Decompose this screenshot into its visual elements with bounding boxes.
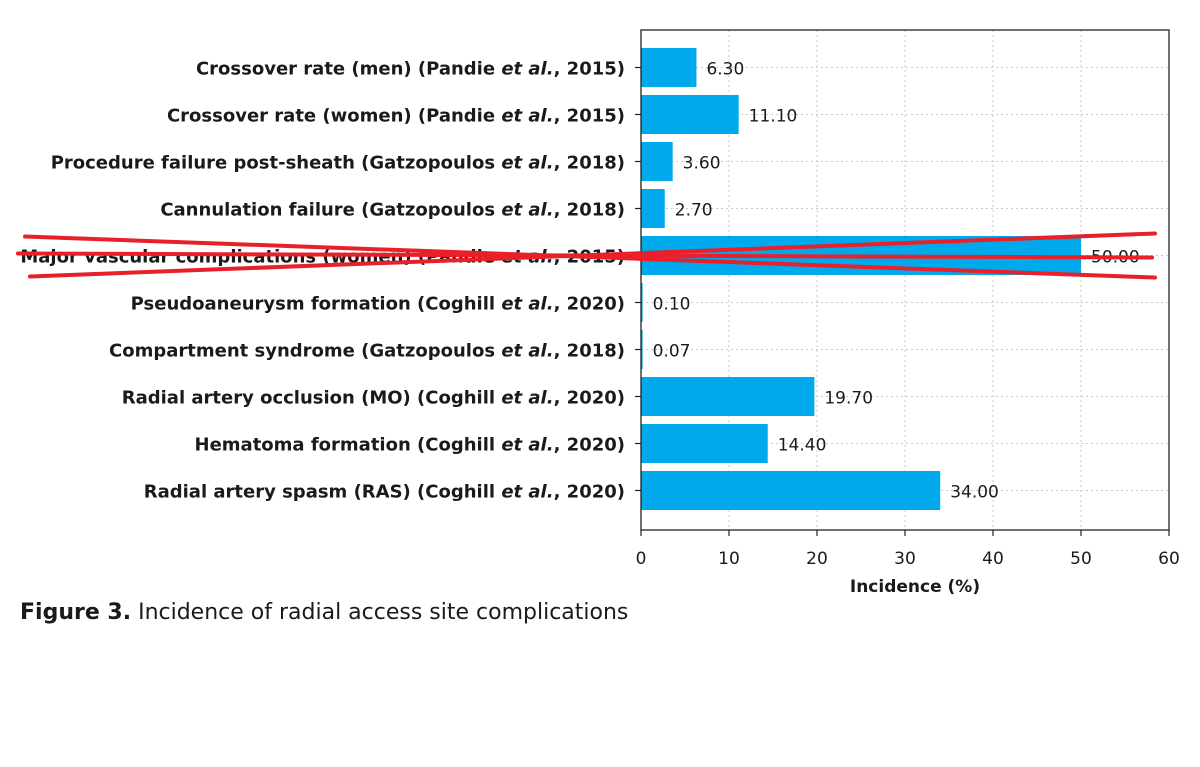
value-label: 14.40 [778,436,827,456]
category-label-italic: et al. [501,341,553,362]
category-label-italic: et al. [501,153,553,174]
value-label: 34.00 [950,483,999,503]
category-label-italic: et al. [501,388,553,409]
category-label-main: Radial artery occlusion (MO) (Coghill [122,388,502,409]
value-label: 6.30 [706,60,744,80]
category-label-italic: et al. [501,482,553,503]
bar [641,424,768,463]
category-label-tail: , 2018) [554,341,625,362]
category-label-tail: , 2018) [554,153,625,174]
x-tick-label: 40 [982,549,1004,569]
category-label-main: Crossover rate (men) (Pandie [196,59,501,80]
category-label: Radial artery spasm (RAS) (Coghill et al… [144,482,625,503]
bar-chart: 0 10 20 30 40 50 60 Crossover rate (men) (Pand… [16,29,1180,597]
category-label-italic: et al. [501,59,553,80]
x-tick-label: 60 [1158,549,1180,569]
bar [641,48,697,87]
category-label-tail: , 2015) [554,59,625,80]
category-label-main: Compartment syndrome (Gatzopoulos [109,341,501,362]
bar [641,95,739,134]
x-tick-label: 20 [806,549,828,569]
category-label: Compartment syndrome (Gatzopoulos et al.… [109,341,625,362]
category-label: Crossover rate (men) (Pandie et al., 201… [196,59,625,80]
category-label-main: Crossover rate (women) (Pandie [167,106,501,127]
x-tick-label: 50 [1070,549,1092,569]
x-tick-label: 10 [718,549,740,569]
x-axis-title: Incidence (%) [850,577,980,597]
x-tick-label: 30 [894,549,916,569]
category-label-main: Pseudoaneurysm formation (Coghill [131,294,502,315]
x-tick-label: 0 [636,549,647,569]
category-label: Pseudoaneurysm formation (Coghill et al.… [131,294,625,315]
bar [641,330,643,369]
category-label-italic: et al. [501,435,553,456]
category-label-tail: , 2018) [554,200,625,221]
category-label-main: Radial artery spasm (RAS) (Coghill [144,482,502,503]
category-label-tail: , 2020) [554,388,625,409]
figure-caption: Figure 3. Incidence of radial access sit… [20,600,628,625]
value-label: 0.10 [653,295,691,315]
x-axis-ticks: 0 10 20 30 40 50 60 [635,66,1180,569]
category-label-main: Cannulation failure (Gatzopoulos [160,200,501,221]
strikethrough-mark [16,231,1157,280]
value-label: 3.60 [683,154,721,174]
category-label-tail: , 2020) [554,482,625,503]
category-label-italic: et al. [501,106,553,127]
category-label: Hematoma formation (Coghill et al., 2020… [195,435,625,456]
value-label: 19.70 [824,389,873,409]
bar [641,142,673,181]
category-label: Radial artery occlusion (MO) (Coghill et… [122,388,625,409]
category-label-main: Hematoma formation (Coghill [195,435,502,456]
bar [641,189,665,228]
category-label-italic: et al. [501,200,553,221]
value-label: 0.07 [653,342,691,362]
strike-line [16,251,1154,260]
category-label-tail: , 2020) [554,435,625,456]
category-label: Cannulation failure (Gatzopoulos et al.,… [160,200,625,221]
figure-number: Figure 3. [20,600,132,625]
category-label-tail: , 2020) [554,294,625,315]
category-label-tail: , 2015) [554,106,625,127]
value-labels: 6.3011.103.602.7050.000.100.0719.7014.40… [653,60,1140,503]
caption-text: Incidence of radial access site complica… [138,600,629,625]
value-label: 2.70 [675,201,713,221]
bars [641,48,1081,510]
category-label: Procedure failure post-sheath (Gatzopoul… [51,153,625,174]
category-label-main: Procedure failure post-sheath (Gatzopoul… [51,153,502,174]
bar [641,471,941,510]
bar [641,283,643,322]
bar [641,377,815,416]
category-label: Crossover rate (women) (Pandie et al., 2… [167,106,625,127]
value-label: 11.10 [749,107,798,127]
category-label-italic: et al. [501,294,553,315]
category-labels: Crossover rate (men) (Pandie et al., 201… [20,59,625,503]
